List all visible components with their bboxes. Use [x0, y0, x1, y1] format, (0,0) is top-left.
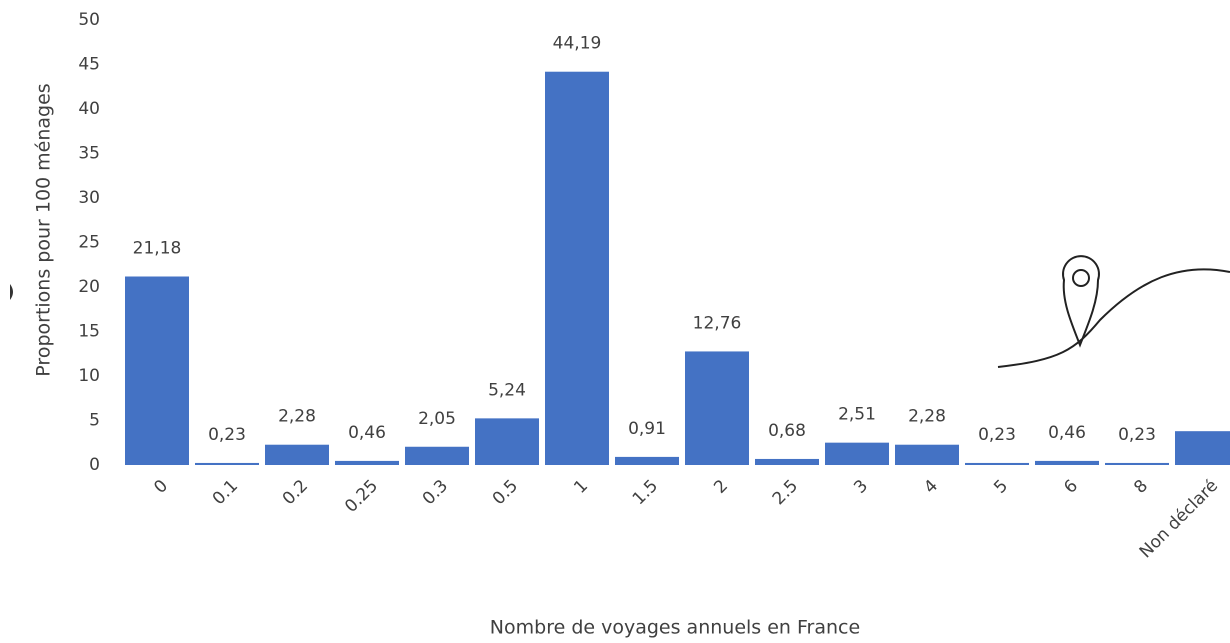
x-tick-label: 2.5 — [769, 476, 802, 509]
value-label: 0,23 — [978, 425, 1016, 445]
pin-decoration — [997, 255, 1230, 368]
y-tick-label: 50 — [78, 10, 100, 30]
x-tick-label: 6 — [1060, 476, 1082, 498]
y-tick-label: 15 — [78, 322, 100, 342]
y-tick-label: 10 — [78, 366, 100, 386]
y-tick-label: 30 — [78, 188, 100, 208]
bar — [335, 460, 399, 465]
x-tick-label: 1.5 — [629, 476, 662, 509]
x-tick-label: 0.2 — [279, 476, 312, 509]
value-label: 0,46 — [1048, 423, 1086, 443]
bar — [1035, 460, 1099, 465]
y-tick-label: 40 — [78, 99, 100, 119]
y-tick-label: 35 — [78, 144, 100, 164]
x-tick-label: 8 — [1130, 476, 1152, 498]
x-tick-label: 4 — [920, 476, 942, 498]
y-tick-label: 20 — [78, 277, 100, 297]
value-label: 0,68 — [768, 421, 806, 441]
bar — [475, 418, 539, 465]
x-tick-label: 3 — [850, 476, 872, 498]
y-tick-label: 45 — [78, 55, 100, 75]
bar — [195, 462, 259, 465]
x-tick-label: 0.25 — [341, 476, 382, 517]
y-tick-label: 0 — [89, 455, 100, 475]
value-label: 0,46 — [348, 423, 386, 443]
bar — [895, 444, 959, 465]
y-tick-label: 25 — [78, 233, 100, 253]
value-label: 2,28 — [278, 407, 316, 427]
value-label: 0,23 — [1118, 425, 1156, 445]
x-tick-label: 0.5 — [489, 476, 522, 509]
bar — [1105, 462, 1169, 465]
x-tick-label: 5 — [990, 476, 1012, 498]
value-label: 0,91 — [628, 419, 666, 439]
bar — [405, 446, 469, 465]
bar — [825, 442, 889, 465]
bar — [1175, 431, 1230, 465]
value-label: 12,76 — [693, 313, 742, 333]
bar — [125, 276, 189, 465]
bar — [685, 351, 749, 465]
value-label: 21,18 — [133, 238, 182, 258]
x-tick-label: 0 — [150, 476, 172, 498]
x-tick-label: 2 — [710, 476, 732, 498]
bar — [755, 458, 819, 465]
decoration — [10, 284, 13, 300]
y-tick-label: 5 — [89, 411, 100, 431]
bar — [265, 444, 329, 465]
x-tick-label: 0.3 — [419, 476, 452, 509]
bar — [965, 462, 1029, 465]
value-label: 2,51 — [838, 405, 876, 425]
value-label: 2,05 — [418, 409, 456, 429]
x-axis-title: Nombre de voyages annuels en France — [490, 617, 860, 639]
bar — [615, 456, 679, 465]
value-label: 44,19 — [553, 34, 602, 54]
bar — [545, 71, 609, 466]
x-tick-label: 0.1 — [209, 476, 242, 509]
y-axis-title: Proportions pour 100 ménages — [33, 83, 55, 376]
value-label: 2,28 — [908, 407, 946, 427]
x-tick-label: 1 — [570, 476, 592, 498]
value-label: 0,23 — [208, 425, 246, 445]
value-label: 5,24 — [488, 380, 526, 400]
